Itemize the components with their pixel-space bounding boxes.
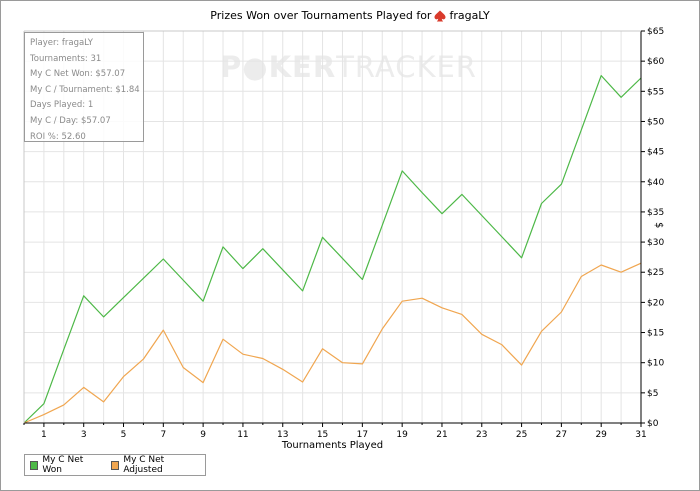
legend-swatch-net-adjusted	[110, 460, 120, 470]
legend-item-net-adjusted[interactable]: My C Net Adjusted	[110, 455, 199, 475]
x-tick-label: 17	[357, 430, 368, 440]
x-tick-label: 19	[396, 430, 408, 440]
legend-item-net-won[interactable]: My C Net Won	[30, 455, 100, 475]
y-tick-label: $20	[647, 298, 664, 308]
x-tick-label: 7	[160, 430, 166, 440]
y-tick-label: $15	[647, 329, 664, 339]
pokertracker-watermark: P●KERTRACKER	[220, 50, 477, 84]
y-tick-label: $65	[647, 27, 664, 37]
info-player: Player: fragaLY	[30, 38, 93, 48]
x-tick-label: 25	[516, 430, 527, 440]
info-per-tournament: My C / Tournament: $1.84	[30, 84, 140, 95]
legend-label-net-adjusted: My C Net Adjusted	[123, 455, 165, 475]
x-tick-label: 29	[595, 430, 607, 440]
stats-info-box: Player: fragaLY Tournaments: 31 My C Net…	[24, 32, 144, 142]
x-tick-label: 3	[81, 430, 87, 440]
y-tick-label: $10	[647, 359, 664, 369]
y-tick-label: $0	[647, 419, 659, 429]
player-name: fragaLY	[449, 9, 490, 22]
x-tick-label: 9	[200, 430, 206, 440]
x-tick-label: 13	[277, 430, 288, 440]
x-axis-label: Tournaments Played	[281, 440, 384, 451]
series-line-net-won	[23, 74, 642, 424]
x-tick-label: 15	[317, 430, 328, 440]
y-tick-label: $40	[647, 178, 664, 188]
series-line-net-adjusted	[23, 262, 642, 424]
y-tick-label: $55	[647, 87, 664, 97]
x-tick-label: 27	[556, 430, 567, 440]
y-tick-label: $50	[647, 117, 664, 127]
y-axis-label: $	[653, 222, 664, 229]
y-tick-label: $25	[647, 268, 664, 278]
x-tick-label: 5	[121, 430, 127, 440]
info-roi: ROI %: 52.60	[30, 131, 86, 142]
info-tournaments: Tournaments: 31	[30, 53, 102, 64]
chart-legend: My C Net Won My C Net Adjusted	[24, 454, 206, 476]
spade-icon	[434, 10, 446, 21]
y-tick-label: $45	[647, 148, 664, 158]
info-days-played: Days Played: 1	[30, 100, 94, 111]
x-tick-label: 1	[41, 430, 47, 440]
chart-title-text: Prizes Won over Tournaments Played for	[210, 9, 432, 22]
poker-chip-icon: ●	[242, 50, 269, 84]
x-tick-label: 23	[476, 430, 487, 440]
y-tick-label: $60	[647, 57, 664, 67]
y-tick-label: $35	[647, 208, 664, 218]
x-tick-label: 21	[436, 430, 447, 440]
legend-label-net-won: My C Net Won	[42, 455, 84, 475]
y-tick-label: $5	[647, 389, 658, 399]
legend-swatch-net-won	[30, 460, 39, 470]
x-tick-label: 31	[635, 430, 646, 440]
info-net-won: My C Net Won: $57.07	[30, 69, 126, 80]
chart-title: Prizes Won over Tournaments Played for f…	[0, 9, 700, 22]
y-tick-label: $30	[647, 238, 664, 248]
x-tick-label: 11	[237, 430, 248, 440]
info-per-day: My C / Day: $57.07	[30, 115, 111, 126]
